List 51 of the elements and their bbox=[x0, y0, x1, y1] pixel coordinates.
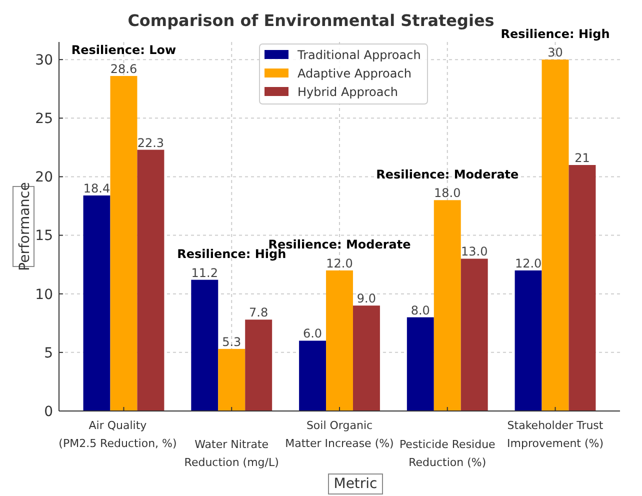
data-label: 28.6 bbox=[110, 62, 138, 76]
data-label: 12.0 bbox=[514, 256, 542, 270]
legend-label: Hybrid Approach bbox=[298, 85, 398, 100]
x-tick-label: Soil Organic Matter Increase (%) bbox=[285, 419, 394, 450]
x-tick-label: Air Quality (PM2.5 Reduction, %) bbox=[58, 419, 177, 450]
y-tick-label: 20 bbox=[35, 170, 53, 186]
data-label: 7.8 bbox=[249, 306, 268, 320]
y-tick-label: 25 bbox=[35, 111, 53, 128]
data-label: 8.0 bbox=[410, 303, 430, 318]
bar bbox=[460, 258, 488, 411]
x-tick-label: Pesticide Residue Reduction (%) bbox=[399, 438, 496, 469]
annotation: Resilience: Moderate bbox=[376, 167, 519, 182]
bar bbox=[406, 317, 434, 411]
data-label: 9.0 bbox=[356, 292, 376, 306]
bar bbox=[326, 270, 353, 411]
legend-label: Traditional Approach bbox=[296, 48, 421, 62]
data-label: 13.0 bbox=[460, 244, 488, 259]
x-axis-title: Metric bbox=[334, 476, 378, 492]
data-label: 6.0 bbox=[302, 326, 322, 341]
y-tick-label: 5 bbox=[44, 345, 53, 362]
bar bbox=[352, 306, 380, 411]
data-label: 12.0 bbox=[326, 256, 353, 270]
data-label: 21 bbox=[574, 151, 590, 165]
text: Resilience: High bbox=[500, 26, 610, 41]
data-label: 18.0 bbox=[434, 186, 461, 200]
bar bbox=[137, 150, 164, 411]
x-tick-label: Water Nitrate Reduction (mg/L) bbox=[184, 438, 279, 469]
y-tick-label: 30 bbox=[35, 52, 53, 68]
y-tick-label: 0 bbox=[44, 404, 53, 420]
data-label: 11.2 bbox=[191, 266, 218, 280]
y-tick-label: 15 bbox=[35, 228, 53, 244]
y-tick-label: 10 bbox=[35, 286, 53, 303]
chart-title: Comparison of Environmental Strategies bbox=[128, 11, 494, 30]
bar bbox=[110, 76, 138, 411]
bar bbox=[218, 348, 246, 411]
bar bbox=[434, 200, 461, 411]
data-label: 5.3 bbox=[222, 334, 242, 349]
bar bbox=[542, 60, 569, 411]
bar bbox=[191, 280, 218, 411]
data-label: 18.4 bbox=[83, 181, 110, 196]
bar bbox=[245, 320, 272, 411]
bar bbox=[568, 165, 596, 411]
bar bbox=[514, 270, 542, 411]
data-label: 22.3 bbox=[137, 136, 164, 150]
legend-label: Adaptive Approach bbox=[298, 66, 412, 81]
bar bbox=[299, 340, 326, 411]
y-axis-title: Performance bbox=[16, 182, 33, 271]
annotation: Resilience: Low bbox=[71, 43, 176, 58]
bar bbox=[83, 195, 110, 411]
data-label: 30 bbox=[548, 46, 563, 60]
x-tick-label: Stakeholder Trust Improvement (%) bbox=[507, 419, 604, 450]
